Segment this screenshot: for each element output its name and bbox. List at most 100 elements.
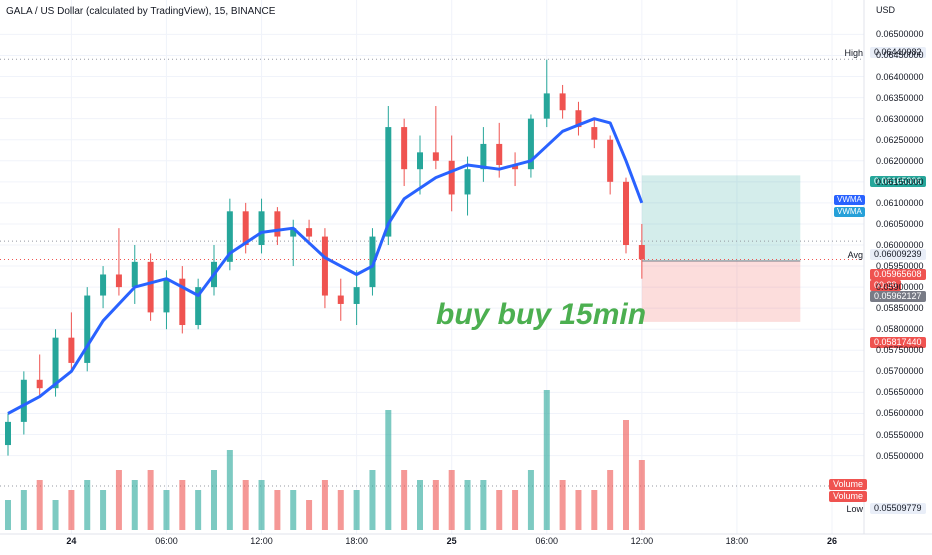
candle-body xyxy=(638,245,645,260)
volume-bar xyxy=(20,490,27,530)
candle-body xyxy=(84,295,91,363)
volume-bar xyxy=(575,490,582,530)
candle-body xyxy=(195,287,202,326)
volume-bar xyxy=(401,470,408,530)
volume-bar xyxy=(52,500,59,530)
y-tick-label: 0.06050000 xyxy=(876,218,924,229)
chart-title: GALA / US Dollar (calculated by TradingV… xyxy=(6,6,276,17)
candle-body xyxy=(290,228,297,237)
candle-body xyxy=(68,337,75,363)
candle-body xyxy=(385,127,392,237)
low-label: Low xyxy=(846,504,863,514)
candle-body xyxy=(147,261,154,313)
candle-body xyxy=(36,379,43,389)
volume-bar xyxy=(131,480,138,530)
avg-label: Avg xyxy=(847,250,863,260)
avg-value-tag: 0.06009239 xyxy=(870,249,926,260)
x-tick-label: 12:00 xyxy=(630,536,654,546)
countdown-tag: 00:39 xyxy=(870,280,901,291)
candle-body xyxy=(607,139,614,182)
candle-body xyxy=(591,127,598,140)
price-axis-unit: USD xyxy=(876,5,896,15)
candle-body xyxy=(432,152,439,161)
volume-bar xyxy=(417,480,423,530)
volume-bar xyxy=(543,390,550,530)
volume-bar xyxy=(559,480,566,530)
candle-body xyxy=(337,295,344,304)
y-tick-label: 0.06450000 xyxy=(876,50,924,61)
volume-bar xyxy=(448,470,455,530)
y-tick-label: 0.06200000 xyxy=(876,155,924,166)
candle-body xyxy=(274,211,281,237)
candle-body xyxy=(100,274,107,296)
volume-bar xyxy=(274,490,281,530)
volume-bar xyxy=(290,490,297,530)
volume-bar xyxy=(147,470,154,530)
volume-bar xyxy=(512,490,519,530)
y-tick-label: 0.05550000 xyxy=(876,429,924,440)
candle-body xyxy=(179,278,186,326)
high-value-tag: 0.06440982 xyxy=(870,47,926,58)
trade-annotation: buy buy 15min xyxy=(436,298,647,331)
volume-bar xyxy=(195,490,202,530)
y-tick-label: 0.05650000 xyxy=(876,387,924,398)
x-tick-label: 24 xyxy=(66,536,77,546)
volume-bar xyxy=(607,470,614,530)
candle-body xyxy=(401,127,408,170)
x-tick-label: 18:00 xyxy=(345,536,368,546)
candle-body xyxy=(369,236,376,288)
volume-bar xyxy=(68,490,75,530)
volume-bar xyxy=(5,500,11,530)
stop-price-tag: 0.05817440 xyxy=(870,337,926,348)
volume-bar xyxy=(211,470,217,530)
y-tick-label: 0.05850000 xyxy=(876,303,924,314)
volume-bar xyxy=(337,490,344,530)
candle-body xyxy=(417,152,423,170)
y-tick-label: 0.06000000 xyxy=(876,240,924,250)
volume-bar xyxy=(496,490,503,530)
volume-bar xyxy=(242,480,249,530)
volume-bar xyxy=(36,480,43,530)
volume-bar xyxy=(306,500,313,530)
x-tick-label: 06:00 xyxy=(535,536,559,546)
candle-body xyxy=(306,228,313,237)
volume-bar xyxy=(591,490,598,530)
y-tick-label: 0.06350000 xyxy=(876,92,924,103)
y-tick-label: 0.06300000 xyxy=(876,113,924,124)
candle-body xyxy=(5,421,11,446)
candle-body xyxy=(480,143,487,170)
volume-tag-1: Volume xyxy=(829,479,868,490)
volume-bar xyxy=(226,450,233,530)
candle-body xyxy=(131,261,138,288)
vwma-line xyxy=(7,117,644,415)
volume-bar xyxy=(115,470,122,530)
volume-bar xyxy=(527,470,534,530)
y-tick-label: 0.05900000 xyxy=(876,282,924,293)
y-tick-label: 0.06250000 xyxy=(876,134,924,145)
volume-bar xyxy=(163,490,170,530)
volume-bar xyxy=(258,480,265,530)
profit-zone xyxy=(641,175,801,261)
candle-body xyxy=(512,164,519,170)
target-price-tag: 0.06165306 xyxy=(870,176,926,187)
y-tick-label: 0.05950000 xyxy=(876,261,924,272)
candle-body xyxy=(258,211,265,245)
volume-bar xyxy=(100,490,107,530)
volume-bar xyxy=(480,480,487,530)
candle-body xyxy=(527,118,534,170)
candle-body xyxy=(464,169,471,195)
candle-body xyxy=(20,379,27,422)
entry-price-tag: 0.05962127 xyxy=(870,291,926,302)
candle-body xyxy=(242,211,249,245)
last-price-tag: 0.05965608 xyxy=(870,269,926,280)
high-label: High xyxy=(844,48,863,58)
y-tick-label: 0.05800000 xyxy=(876,324,924,335)
x-tick-label: 12:00 xyxy=(250,536,273,546)
candle-body xyxy=(623,181,629,245)
candle-body xyxy=(448,160,455,195)
x-tick-label: 25 xyxy=(446,536,457,546)
candle-body xyxy=(321,236,328,296)
volume-bar xyxy=(321,480,328,530)
